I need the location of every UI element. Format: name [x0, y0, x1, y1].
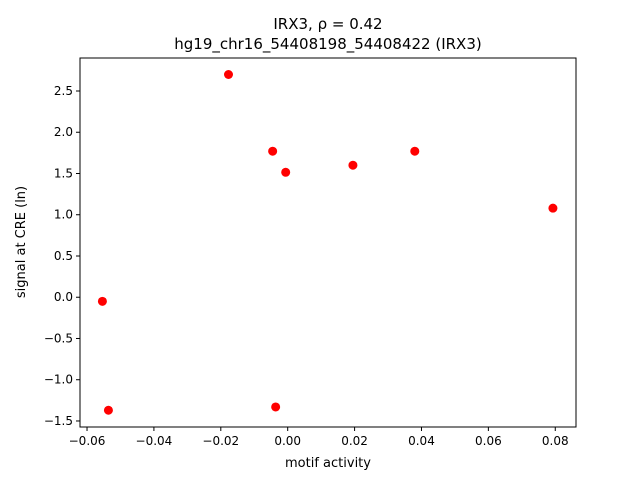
point: [281, 167, 291, 177]
x-axis-label: motif activity: [285, 456, 371, 471]
y-tick-label: 0.0: [54, 290, 73, 304]
y-tick-label: 0.5: [54, 249, 73, 263]
point: [410, 146, 420, 156]
y-tick-label: 1.5: [54, 166, 73, 180]
y-tick-label: 2.5: [54, 84, 73, 98]
x-tick-label: −0.02: [202, 434, 239, 448]
point: [97, 296, 107, 306]
point: [271, 402, 281, 412]
y-tick-label: −1.0: [44, 373, 73, 387]
point: [348, 160, 358, 170]
chart-title: IRX3, ρ = 0.42: [273, 15, 382, 33]
point: [223, 69, 233, 79]
y-tick-label: 2.0: [54, 125, 73, 139]
y-axis-label: signal at CRE (ln): [14, 186, 29, 298]
y-tick-label: −0.5: [44, 331, 73, 345]
x-tick-label: 0.08: [542, 434, 569, 448]
chart-subtitle: hg19_chr16_54408198_54408422 (IRX3): [174, 35, 481, 54]
plot-frame: [79, 57, 577, 428]
x-tick-label: −0.06: [69, 434, 106, 448]
point: [268, 146, 278, 156]
x-tick-label: −0.04: [136, 434, 173, 448]
y-tick-label: −1.5: [44, 414, 73, 428]
y-tick-label: 1.0: [54, 208, 73, 222]
point: [103, 405, 113, 415]
x-tick-label: 0.00: [274, 434, 301, 448]
x-tick-label: 0.02: [341, 434, 368, 448]
point: [548, 203, 558, 213]
x-tick-label: 0.06: [475, 434, 502, 448]
x-tick-label: 0.04: [408, 434, 435, 448]
